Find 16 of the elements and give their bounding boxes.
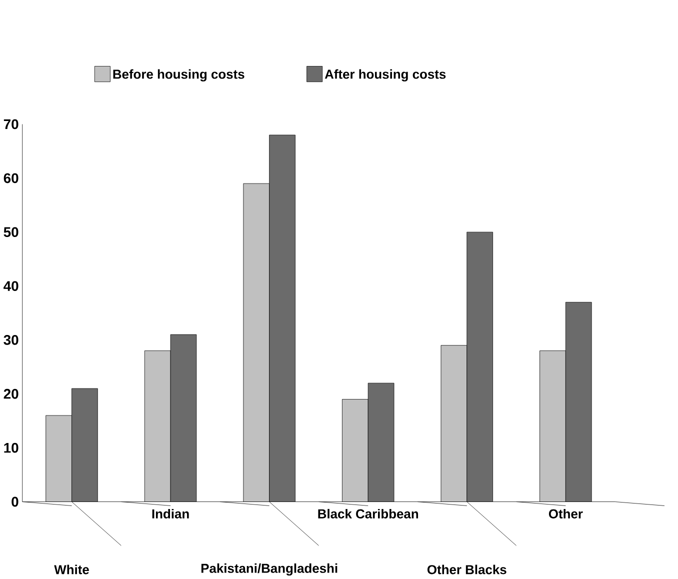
- y-tick-label: 30: [4, 335, 18, 345]
- y-tick-label: 10: [4, 442, 18, 453]
- y-tick-label: 70: [4, 119, 18, 130]
- x-tick-label: Pakistani/Bangladeshi: [201, 563, 338, 576]
- y-tick-label: 60: [4, 173, 18, 184]
- y-tick-label: 0: [12, 496, 18, 507]
- x-tick-label: Other Blacks: [427, 564, 506, 574]
- x-tick-label: White: [54, 564, 89, 574]
- y-tick-label: 40: [4, 281, 18, 292]
- y-tick-label: 20: [4, 388, 18, 399]
- legend-label: After housing costs: [324, 69, 446, 82]
- x-tick-label: Black Caribbean: [318, 509, 418, 519]
- x-tick-label: Other: [548, 509, 583, 519]
- legend-label: Before housing costs: [113, 69, 244, 82]
- y-tick-label: 50: [4, 227, 18, 238]
- x-tick-label: Indian: [152, 509, 189, 519]
